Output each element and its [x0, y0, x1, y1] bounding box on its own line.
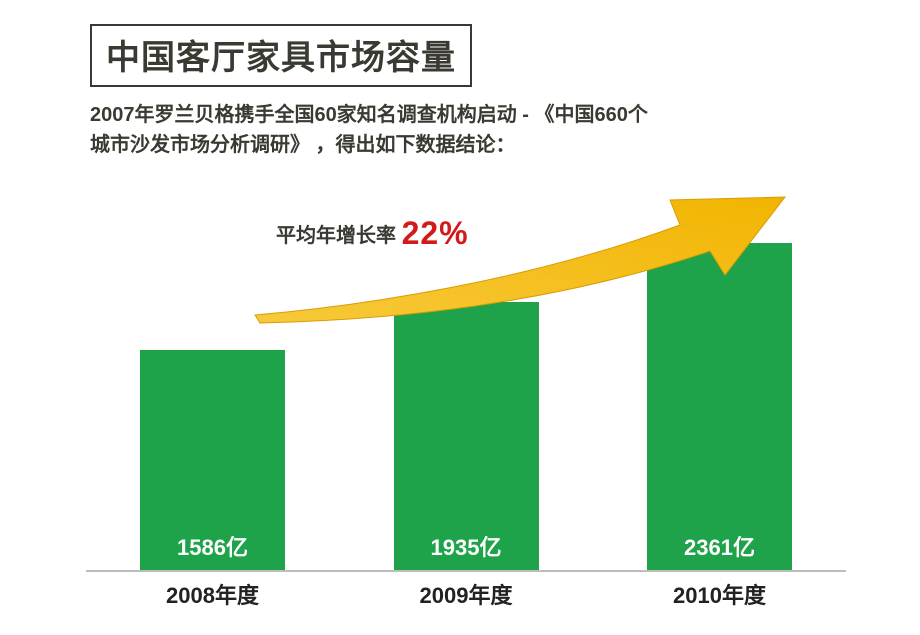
x-label: 2010年度 [593, 570, 846, 610]
bar-value-label: 2361亿 [647, 530, 792, 562]
description-text: 2007年罗兰贝格携手全国60家知名调查机构启动 - 《中国660个城市沙发市场… [90, 100, 650, 160]
growth-label-prefix: 平均年增长率 [276, 225, 396, 247]
x-axis-labels: 2008年度 2009年度 2010年度 [86, 570, 846, 610]
growth-arrow-icon [250, 185, 790, 325]
bar-2009: 1935亿 [394, 302, 539, 570]
growth-rate-value: 22% [402, 215, 469, 251]
bar-2008: 1586亿 [140, 350, 285, 570]
growth-label: 平均年增长率 22% [276, 215, 469, 252]
page-title: 中国客厅家具市场容量 [106, 30, 456, 79]
bar-value-label: 1586亿 [140, 530, 285, 562]
x-label: 2009年度 [340, 570, 593, 610]
title-box: 中国客厅家具市场容量 [90, 24, 472, 87]
growth-arrow-container: 平均年增长率 22% [250, 185, 790, 305]
x-label: 2008年度 [86, 570, 339, 610]
bar-value-label: 1935亿 [394, 530, 539, 562]
